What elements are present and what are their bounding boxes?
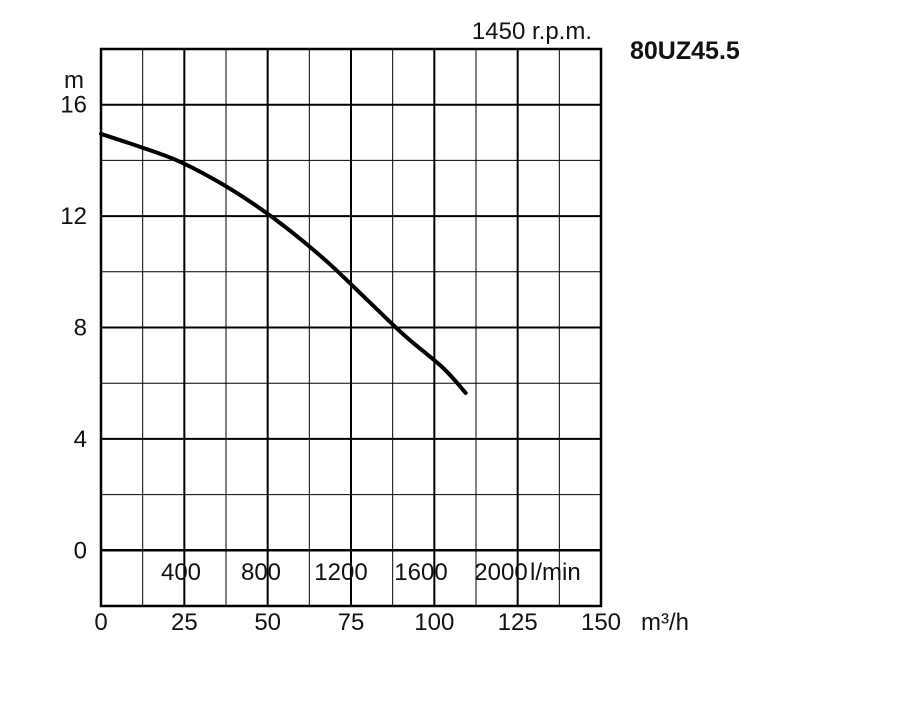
y-tick-label: 4 bbox=[74, 426, 87, 453]
model-title: 80UZ45.5 bbox=[630, 37, 740, 65]
plot-frame bbox=[99, 47, 603, 608]
x-axis-secondary-unit-label: l/min bbox=[530, 559, 581, 586]
series-layer bbox=[99, 131, 468, 395]
x-secondary-tick-label: 400 bbox=[161, 559, 201, 586]
speed-label: 1450 r.p.m. bbox=[472, 18, 592, 45]
x-tick-label: 100 bbox=[414, 609, 454, 636]
labels: 1450 r.p.m. 80UZ45.5 m m³/h l/min bbox=[64, 18, 740, 636]
y-tick-label: 12 bbox=[60, 203, 87, 230]
x-tick-label: 50 bbox=[254, 609, 281, 636]
y-axis-unit-label: m bbox=[64, 67, 84, 94]
x-tick-label: 75 bbox=[338, 609, 365, 636]
grid bbox=[101, 49, 601, 606]
x-secondary-tick-label: 2000 bbox=[474, 559, 527, 586]
x-secondary-tick-label: 1600 bbox=[394, 559, 447, 586]
x-tick-label: 125 bbox=[498, 609, 538, 636]
y-tick-label: 16 bbox=[60, 92, 87, 119]
head-flow-curve bbox=[99, 131, 468, 395]
x-secondary-tick-label: 1200 bbox=[314, 559, 367, 586]
x-axis-unit-label: m³/h bbox=[641, 609, 689, 636]
x-tick-label: 0 bbox=[94, 609, 107, 636]
y-tick-label: 0 bbox=[74, 537, 87, 564]
plot-border bbox=[99, 47, 603, 608]
x-secondary-tick-label: 800 bbox=[241, 559, 281, 586]
x-tick-label: 25 bbox=[171, 609, 198, 636]
y-tick-label: 8 bbox=[74, 315, 87, 342]
x-tick-label: 150 bbox=[581, 609, 621, 636]
